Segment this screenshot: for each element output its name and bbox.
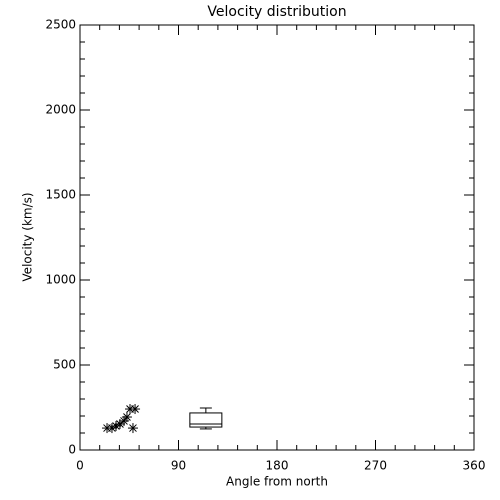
asterisk-stroke xyxy=(131,405,139,413)
x-tick-label: 90 xyxy=(171,459,186,473)
y-tick-label: 0 xyxy=(68,443,76,457)
asterisk-point xyxy=(106,423,117,434)
x-tick-label: 0 xyxy=(76,459,84,473)
asterisk-stroke xyxy=(129,424,137,432)
x-axis-label: Angle from north xyxy=(226,475,328,489)
y-tick-label: 1000 xyxy=(45,273,76,287)
x-tick-label: 270 xyxy=(364,459,387,473)
asterisk-stroke xyxy=(120,417,128,425)
y-tick-label: 1500 xyxy=(45,188,76,202)
x-tick-label: 180 xyxy=(266,459,289,473)
asterisk-stroke xyxy=(116,420,124,428)
y-tick-label: 500 xyxy=(53,358,76,372)
y-tick-label: 2500 xyxy=(45,18,76,32)
box-body xyxy=(189,412,223,428)
asterisk-point xyxy=(121,412,132,423)
x-tick-label: 360 xyxy=(463,459,486,473)
asterisk-point xyxy=(130,404,141,415)
chart-title: Velocity distribution xyxy=(207,4,346,20)
y-tick-label: 2000 xyxy=(45,103,76,117)
y-axis-label: Velocity (km/s) xyxy=(21,192,35,281)
asterisk-stroke xyxy=(123,413,131,421)
asterisk-point xyxy=(127,423,138,434)
